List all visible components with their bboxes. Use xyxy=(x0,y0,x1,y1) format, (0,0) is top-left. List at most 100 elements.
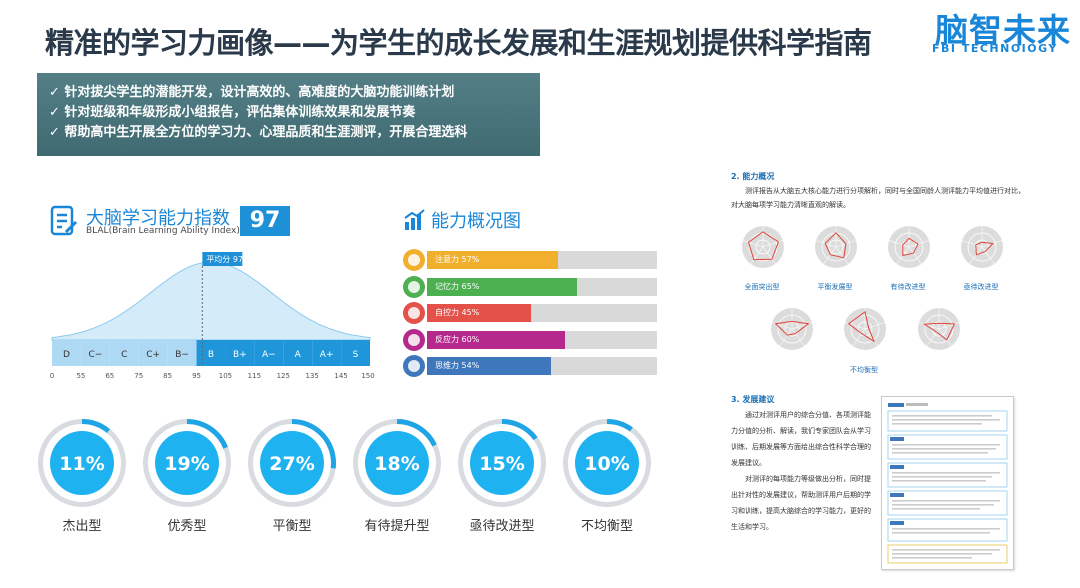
grade-band xyxy=(80,340,110,366)
grade-label: B+ xyxy=(233,350,247,360)
brand-logo-text: 脑智未来 xyxy=(935,11,1071,50)
blal-distribution-chart: D C− C C+ B− B B+ A− A A+ S 0 55 65 75 85 95 105 115 125 13… xyxy=(50,252,375,380)
radar-type-label: 不均衡型 xyxy=(850,366,878,374)
type-gauge: 10% 不均衡型 xyxy=(563,419,651,534)
ability-chart-title: 能力概况图 xyxy=(431,211,521,232)
x-tick-label: 135 xyxy=(305,372,318,380)
type-gauge: 18% 有待提升型 xyxy=(353,419,441,534)
grade-band xyxy=(196,340,226,366)
radar-type-label: 平衡发展型 xyxy=(817,283,853,291)
x-tick-label: 85 xyxy=(163,372,172,380)
gauge-arc xyxy=(143,419,231,507)
x-tick-label: 65 xyxy=(105,372,114,380)
ability-bar-row: 反应力 60% xyxy=(403,328,658,351)
ability-bar-track: 思维力 54% xyxy=(427,357,657,375)
x-tick-label: 55 xyxy=(76,372,85,380)
ability-bar-row: 自控力 45% xyxy=(403,302,658,324)
ability-bar-fill: 自控力 45% xyxy=(427,304,531,322)
grade-band xyxy=(52,340,81,366)
ability-icon xyxy=(403,328,425,351)
gauge-disc xyxy=(155,431,219,495)
gauge-arc xyxy=(38,419,126,507)
radar-chart xyxy=(961,226,1003,268)
banner-item: ✓ 帮助高中生开展全方位的学习力、心理品质和生涯测评，开展合理选科 xyxy=(49,125,468,140)
gauge-value: 15% xyxy=(479,453,524,475)
grade-label: A− xyxy=(262,350,276,360)
grade-label: C− xyxy=(88,350,102,360)
grade-label: A xyxy=(295,350,302,360)
page-title: 精准的学习力画像——为学生的成长发展和生涯规划提供科学指南 xyxy=(45,26,872,60)
grade-label: C xyxy=(121,350,127,360)
gauge-arc xyxy=(563,419,651,507)
radar-type-label: 亟待改进型 xyxy=(963,283,999,291)
type-gauge: 15% 亟待改进型 xyxy=(458,419,546,534)
x-tick-label: 75 xyxy=(134,372,143,380)
ability-bar-track: 反应力 60% xyxy=(427,330,657,349)
gauge-value: 10% xyxy=(584,453,629,475)
radar-chart xyxy=(844,308,886,350)
ability-bar-track: 注意力 57% xyxy=(427,251,657,269)
ability-bar-label: 思维力 54% xyxy=(435,361,480,370)
ability-bar-label: 记忆力 65% xyxy=(435,281,480,291)
ability-bar-track: 自控力 45% xyxy=(427,304,657,322)
gauge-category: 亟待改进型 xyxy=(469,519,534,534)
gauge-value: 11% xyxy=(59,453,104,475)
gauge-arc xyxy=(458,419,546,507)
type-gauge: 11% 杰出型 xyxy=(38,419,126,534)
ability-bar-track: 记忆力 65% xyxy=(427,277,657,296)
grade-band xyxy=(109,340,139,366)
gauge-disc xyxy=(365,431,429,495)
ability-bar-label: 注意力 57% xyxy=(435,255,480,264)
radar-chart xyxy=(771,308,813,350)
mean-label-box xyxy=(202,252,243,266)
grade-band xyxy=(138,340,168,366)
grade-label: B xyxy=(208,350,214,360)
gauge-disc xyxy=(260,431,324,495)
section-title-advice: 3. 发展建议 xyxy=(731,395,775,404)
radar-chart xyxy=(888,226,930,268)
gauge-disc xyxy=(575,431,639,495)
ability-bar-label: 自控力 45% xyxy=(435,308,480,317)
banner-item: ✓ 针对拔尖学生的潜能开发，设计高效的、高难度的大脑功能训练计划 xyxy=(49,85,455,100)
advice-paragraph: 对测评的每项能力等级做出分析，同时提出针对性的发展建议，帮助测评用户后期的学习和… xyxy=(731,475,871,531)
gauge-category: 平衡型 xyxy=(272,519,311,534)
x-tick-label: 105 xyxy=(219,372,232,380)
gauge-value: 18% xyxy=(374,453,419,475)
radar-chart xyxy=(742,226,784,268)
ability-bar-label: 反应力 60% xyxy=(435,334,480,344)
x-tick-label: 145 xyxy=(334,372,347,380)
radar-chart xyxy=(815,226,857,268)
grade-label: D xyxy=(63,350,70,360)
gauge-value: 19% xyxy=(164,453,209,475)
blal-title: 大脑学习能力指数 xyxy=(86,208,230,229)
gauge-category: 不均衡型 xyxy=(581,519,633,534)
report-page-thumbnail xyxy=(881,396,1014,570)
grade-band xyxy=(167,340,197,366)
banner-item: ✓ 针对班级和年级形成小组报告，评估集体训练效果和发展节奏 xyxy=(49,105,416,120)
radar-type-label: 有待改进型 xyxy=(890,283,926,291)
gauge-category: 有待提升型 xyxy=(364,518,429,534)
feature-banner: ✓ 针对拔尖学生的潜能开发，设计高效的、高难度的大脑功能训练计划 ✓ 针对班级和… xyxy=(37,73,540,156)
brand-logo-subtext: FBI TECHNOIOGY xyxy=(932,42,1058,55)
report-icon xyxy=(50,205,78,236)
grade-band xyxy=(341,340,370,366)
blal-subtitle: BLAL(Brain Learning Ability Index) xyxy=(86,226,240,236)
grade-band xyxy=(283,340,313,366)
ability-bar-row: 注意力 57% xyxy=(403,249,658,271)
ability-bar-fill: 注意力 57% xyxy=(427,251,559,269)
blal-score-badge: 97 xyxy=(240,206,290,236)
type-distribution-gauges: 11% 杰出型 19% 优秀型 27% 平衡型 18% 有待提升型 15% 亟待改进型 10% 不均衡… xyxy=(38,419,651,534)
ability-bar-fill: 思维力 54% xyxy=(427,357,552,375)
type-gauge: 19% 优秀型 xyxy=(143,419,231,534)
ability-icon xyxy=(403,302,425,324)
x-tick-label: 125 xyxy=(277,372,290,380)
grade-label: A+ xyxy=(320,350,334,360)
grade-label: C+ xyxy=(146,350,160,360)
section-body-advice: 通过对测评用户的综合分值、各项测评能力分值的分析、解读，我们专家团队会从学习训练… xyxy=(731,407,874,535)
ability-bar-fill: 反应力 60% xyxy=(427,330,565,349)
ability-bar-row: 记忆力 65% xyxy=(403,275,658,298)
gauge-category: 优秀型 xyxy=(167,519,206,534)
bell-curve-area xyxy=(51,261,371,341)
grade-band xyxy=(312,340,342,366)
x-tick-label: 95 xyxy=(192,372,201,380)
